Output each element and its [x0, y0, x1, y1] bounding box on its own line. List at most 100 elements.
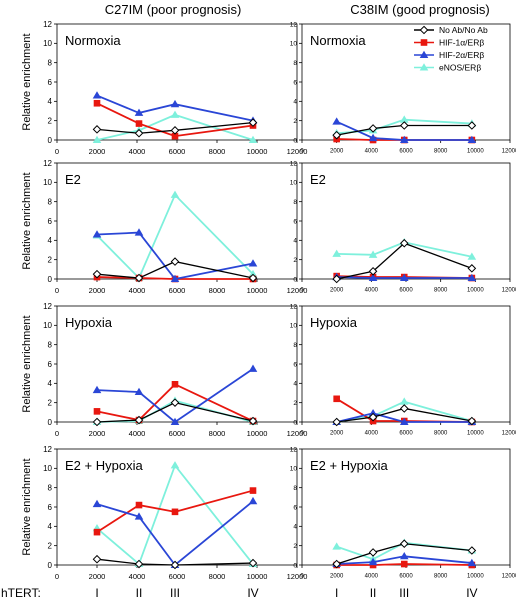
panel-right-hypoxia: 0 2 4 6 8 10 12 0 2000 4000 6000 8000 10000 12000 Hypo…: [290, 303, 516, 436]
panel-right-e2-no-ab-no-ab-marker-0: [332, 274, 341, 284]
panel-right-e2-hif-2-er-line: [336, 276, 472, 279]
panel-left-normoxia-title: Normoxia: [65, 33, 121, 48]
hTERT-axis: hTERT: I II III IV I II III IV: [1, 586, 478, 600]
panel-left-hypoxia-ytick-label-1: 2: [48, 398, 53, 407]
panel-left-hypoxia-xtick-label-1: 2000: [89, 429, 106, 438]
panel-left-e2-hypoxia-ytick-label-0: 0: [48, 561, 53, 570]
panel-right-e2-hypoxia-ytick-label-1: 2: [293, 543, 297, 550]
panel-right-e2-xtick-label-4: 8000: [434, 288, 448, 294]
panel-left-hypoxia-xtick-label-3: 6000: [169, 429, 186, 438]
panel-right-normoxia-no-ab-no-ab-marker-0: [332, 130, 341, 140]
panel-right-e2-ytick-label-4: 8: [293, 199, 297, 206]
panel-left-normoxia-hif-2-er-marker-0: [92, 91, 102, 99]
panel-right-e2-hypoxia-ytick-label-4: 8: [293, 485, 297, 492]
panel-left-e2-hypoxia-no-ab-no-ab-marker-0: [92, 554, 102, 564]
panel-right-hypoxia-no-ab-no-ab-marker-3: [467, 416, 477, 426]
legend-enos-er-marker-3: [419, 63, 429, 71]
panels-group: 0 2 4 6 8 10 12 0 2000 4000 6000 8000 10000 12000 Norm…: [21, 20, 516, 581]
panel-right-hypoxia-no-ab-no-ab-marker-1: [368, 412, 378, 422]
panel-left-e2-enos-er-marker-2: [170, 190, 180, 198]
panel-right-e2-hypoxia-xtick-label-2: 4000: [365, 574, 379, 580]
panel-left-e2-xtick-label-2: 4000: [129, 286, 146, 295]
panel-left-e2-ytick-label-3: 6: [48, 217, 53, 226]
panel-right-e2-title: E2: [310, 172, 326, 187]
panel-left-e2-hypoxia-xtick-label-6: 12000: [287, 572, 308, 581]
panel-right-hypoxia-hif-2-er-marker-2: [399, 417, 409, 425]
panel-left-normoxia-no-ab-no-ab-marker-1: [134, 128, 144, 138]
panel-left-hypoxia-xtick-label-5: 10000: [247, 429, 268, 438]
panel-right-e2-hypoxia-xtick-label-3: 6000: [399, 574, 413, 580]
panel-left-e2-hypoxia-no-ab-no-ab-marker-3: [248, 558, 258, 568]
panel-left-e2-ytick-label-1: 2: [48, 255, 53, 264]
panel-left-normoxia-enos-er-marker-3: [248, 135, 258, 143]
legend-no-ab-no-ab-marker-0: [419, 25, 429, 35]
panel-left-e2-hypoxia-hif-2-er-line: [96, 500, 254, 567]
panel-left-e2-hypoxia-ytick-label-5: 10: [43, 464, 52, 473]
panel-left-hypoxia-xtick-label-0: 0: [55, 429, 59, 438]
panel-left-e2-hypoxia-hif-2-er-marker-3: [248, 496, 258, 505]
panel-left-e2-hypoxia-no-ab-no-ab-marker-2: [170, 560, 180, 570]
panel-right-e2-xtick-label-3: 6000: [399, 288, 413, 294]
panel-right-normoxia-enos-er-marker-2: [399, 115, 409, 123]
panel-left-e2-hypoxia-series-hif-2-er: [92, 496, 258, 568]
panel-left-e2-hypoxia-xtick-label-5: 10000: [247, 572, 268, 581]
panel-left-e2-ylabel: Relative enrichment: [21, 172, 33, 269]
panel-right-e2-enos-er-marker-0: [332, 249, 341, 257]
panel-left-hypoxia-hif-1-er-marker-2: [171, 381, 179, 388]
panel-left-e2-xtick-label-1: 2000: [89, 286, 106, 295]
panel-left-e2-hypoxia-ytick-label-2: 4: [48, 522, 53, 531]
panel-right-e2-ytick-label-0: 0: [293, 276, 297, 283]
panel-left-normoxia-series-no-ab-no-ab: [92, 118, 258, 138]
panel-right-e2-hypoxia-title: E2 + Hypoxia: [310, 458, 388, 473]
legend-entry-1: HIF-1α/ERβ: [439, 38, 484, 48]
panel-right-hypoxia-ytick-label-1: 2: [293, 400, 297, 407]
panel-left-e2-hypoxia-no-ab-no-ab-marker-1: [134, 559, 144, 569]
panel-right-e2-hypoxia-no-ab-no-ab-marker-2: [399, 539, 409, 549]
panel-left-hypoxia-hif-2-er-marker-1: [134, 387, 144, 396]
panel-left-hypoxia-no-ab-no-ab-marker-1: [134, 415, 144, 425]
panel-left-e2-hypoxia-hif-1-er-marker-1: [135, 501, 143, 509]
panel-right-e2-hif-2-er-marker-3: [467, 273, 477, 282]
panel-right-normoxia-ytick-label-5: 10: [290, 41, 298, 48]
panel-left-hypoxia-no-ab-no-ab-line: [96, 401, 254, 423]
panel-left-e2-hypoxia-xtick-label-2: 4000: [129, 572, 146, 581]
panel-left-normoxia-xtick-label-2: 4000: [129, 147, 146, 156]
panel-left-e2-no-ab-no-ab-marker-2: [170, 257, 180, 266]
panel-right-hypoxia-hif-1-er-marker-0: [333, 395, 340, 403]
panel-left-e2-no-ab-no-ab-marker-1: [134, 273, 144, 283]
panel-left-normoxia-no-ab-no-ab-marker-0: [92, 125, 102, 134]
panel-left-e2-ytick-label-2: 4: [48, 236, 53, 245]
panel-right-e2-hif-2-er-marker-2: [399, 273, 409, 282]
panel-right-normoxia-xtick-label-2: 4000: [365, 149, 379, 155]
panel-left-e2-hypoxia-xtick-label-3: 6000: [169, 572, 186, 581]
panel-left-normoxia-ytick-label-6: 12: [43, 20, 52, 29]
panel-left-e2-xtick-label-3: 6000: [169, 286, 186, 295]
hTERT-right-label-3: IV: [466, 586, 477, 600]
panel-right-hypoxia-title: Hypoxia: [310, 315, 358, 330]
panel-left-e2-xtick-label-0: 0: [55, 286, 59, 295]
panel-right-e2-enos-er-line: [336, 241, 473, 258]
panel-right-hypoxia-hif-2-er-line: [336, 412, 472, 423]
panel-left-e2-hypoxia-series-hif-1-er: [93, 487, 257, 536]
panel-right-e2-ytick-label-6: 12: [290, 160, 298, 167]
panel-left-normoxia-xtick-label-6: 12000: [287, 147, 308, 156]
panel-right-hypoxia-xtick-label-3: 6000: [399, 431, 413, 437]
panel-left-hypoxia-hif-2-er-marker-2: [170, 417, 180, 425]
hTERT-left-label-2: III: [170, 586, 180, 600]
panel-left-hypoxia-hif-2-er-marker-3: [248, 364, 258, 372]
hTERT-left-label-1: II: [136, 586, 143, 600]
panel-left-e2-enos-er-line: [96, 193, 254, 280]
panel-left-hypoxia-ytick-label-5: 10: [43, 321, 52, 330]
panel-right-normoxia-series-hif-2-er: [332, 117, 477, 143]
panel-left-normoxia-enos-er-marker-2: [170, 110, 180, 118]
hTERT-left-label-0: I: [95, 586, 98, 600]
panel-left-hypoxia-ytick-label-2: 4: [48, 379, 53, 388]
panel-left-hypoxia-title: Hypoxia: [65, 315, 113, 330]
panel-left-normoxia-hif-1-er-marker-1: [135, 120, 143, 127]
panel-right-hypoxia-xtick-label-1: 2000: [330, 431, 344, 437]
panel-right-e2-hypoxia-no-ab-no-ab-line: [336, 543, 472, 565]
panel-left-e2-hypoxia-hif-1-er-marker-2: [171, 508, 179, 516]
hTERT-left-label-3: IV: [247, 586, 258, 600]
panel-left-normoxia-xtick-label-4: 8000: [209, 147, 226, 156]
